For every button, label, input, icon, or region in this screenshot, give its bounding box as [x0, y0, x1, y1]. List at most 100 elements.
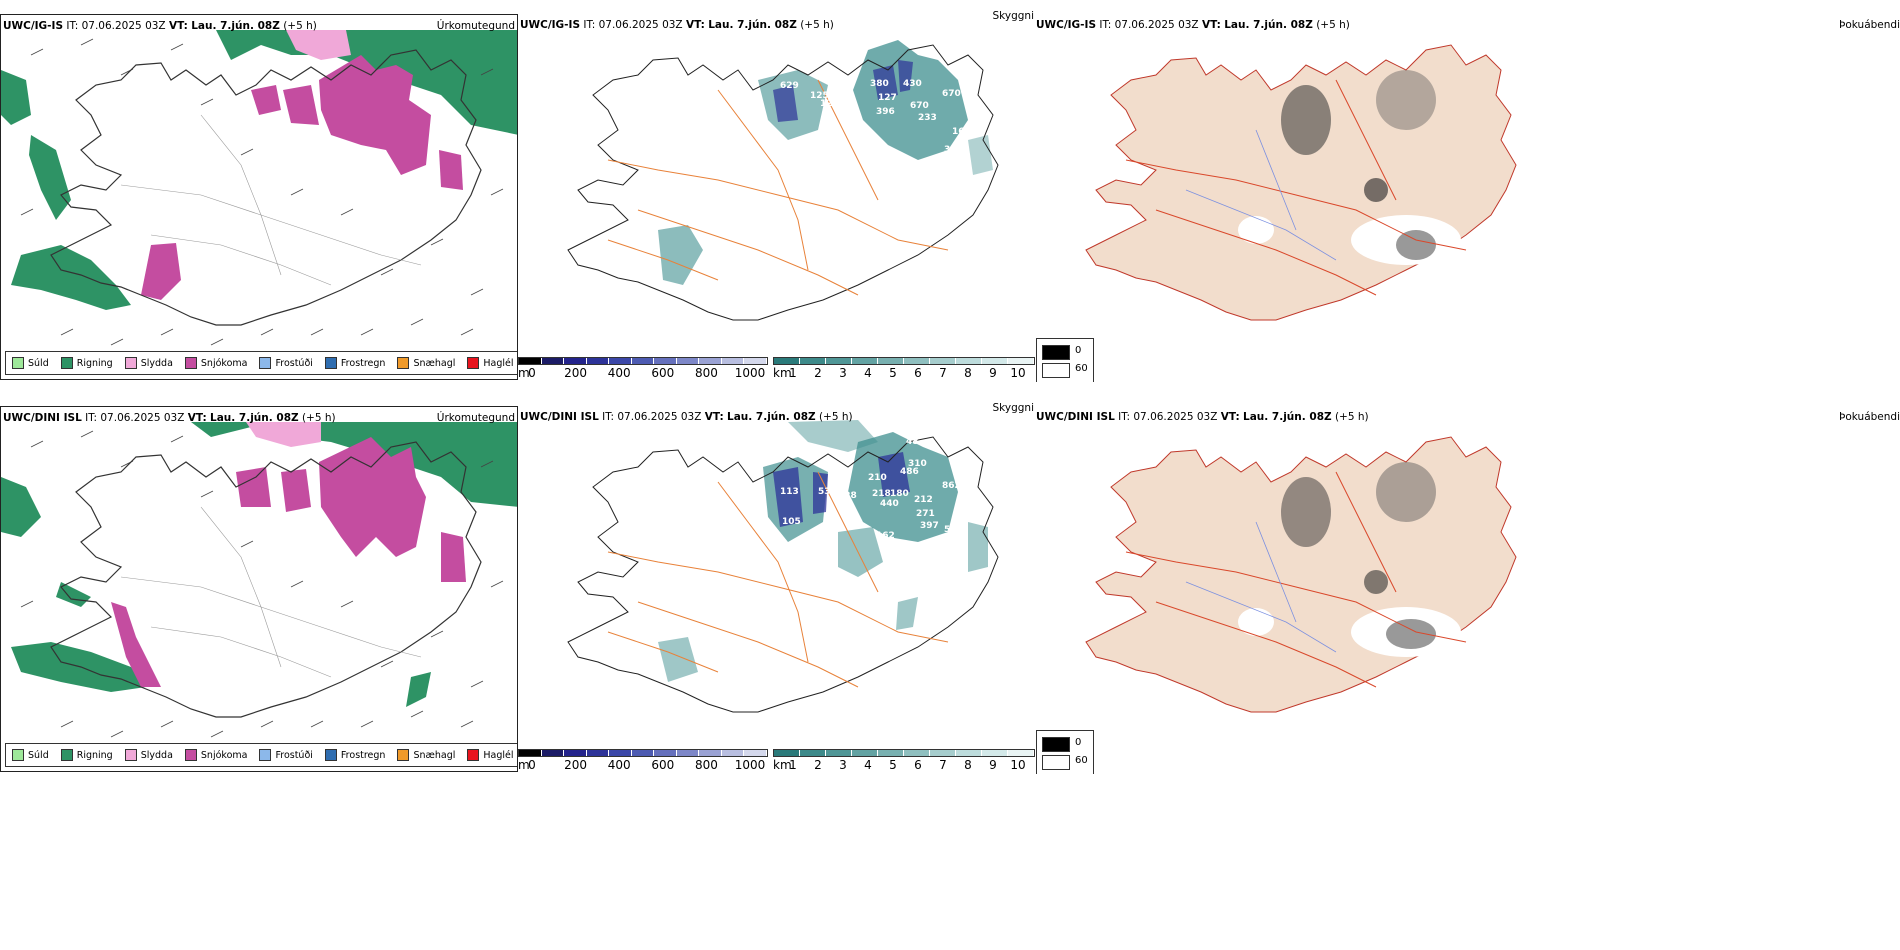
colorbar-tick-label: 0 [528, 366, 536, 380]
colorbar-bin [744, 358, 768, 364]
colorbar-bin [1008, 750, 1034, 756]
colorbar-tick-label: 600 [651, 758, 675, 772]
colorbar-bin [774, 358, 800, 364]
visibility-value-label: 254 [890, 547, 909, 557]
colorbar-tick-label: 5 [889, 758, 897, 772]
precip-type-legend: Súld Rigning Slydda Snjókoma Frostúði Frostre… [5, 743, 517, 767]
visibility-value-label: 180 [890, 489, 909, 499]
legend-swatch [184, 749, 197, 761]
fog-map[interactable] [1036, 10, 1556, 355]
fog-map[interactable] [1036, 402, 1556, 747]
colorbar-bin [676, 750, 700, 756]
visibility-map[interactable]: 48 310 113 536 210 218 180 486 862 105 128 440 212 27… [518, 402, 1036, 747]
panel-title: Þokuábendi [1839, 411, 1900, 423]
panel-title: Þokuábendi [1839, 19, 1900, 31]
colorbar-bin [956, 358, 982, 364]
legend-swatch [259, 749, 272, 761]
colorbar-bin [631, 750, 655, 756]
visibility-value-label: 129 [820, 99, 839, 109]
legend-item: Snjókoma [184, 357, 247, 369]
visibility-value-label: 380 [870, 79, 889, 89]
colorbar-bin [852, 750, 878, 756]
legend-item: Haglél [467, 357, 514, 369]
legend-label: Frostregn [340, 357, 386, 369]
fog-legend-swatch-black [1042, 345, 1070, 360]
visibility-value-label: 105 [782, 517, 801, 527]
colorbar-km: km 1 2 3 4 5 6 7 8 9 10 [773, 357, 1036, 381]
visibility-value-label: 212 [914, 495, 933, 505]
visibility-value-label: 125 [810, 91, 829, 101]
colorbar-tick-label: 7 [939, 758, 947, 772]
colorbar-bin [982, 358, 1008, 364]
colorbar-tick-label: 3 [839, 366, 847, 380]
visibility-value-label: 396 [876, 107, 895, 117]
legend-swatch [60, 749, 73, 761]
visibility-value-label: 233 [918, 113, 937, 123]
colorbar-bin [852, 358, 878, 364]
colorbar-bin [930, 750, 956, 756]
visibility-value-label: 113 [780, 487, 799, 497]
colorbar-bin [774, 750, 800, 756]
colorbar-tick-label: 800 [694, 758, 718, 772]
legend-swatch [467, 357, 480, 369]
precip-type-legend: Súld Rigning Slydda Snjókoma Frostúði Frostre… [5, 351, 517, 375]
legend-label: Rigning [76, 749, 113, 761]
visibility-value-label: 343 [944, 145, 963, 155]
visibility-value-label: 670 [942, 89, 961, 99]
legend-label: Frostúði [275, 749, 313, 761]
colorbar-tick-label: 9 [989, 758, 997, 772]
colorbar-tick-label: 400 [607, 758, 631, 772]
visibility-panel-dini: UWC/DINI ISL IT: 07.06.2025 03Z VT: Lau.… [518, 402, 1036, 774]
legend-swatch [124, 749, 137, 761]
visibility-value-label: 48 [906, 437, 919, 447]
colorbar-tick-label: 1 [789, 758, 797, 772]
colorbar-bin [676, 358, 700, 364]
colorbar-bin [519, 750, 542, 756]
colorbar-bin [800, 358, 826, 364]
colorbar-meters: m 0 200 400 600 800 1000 [518, 357, 768, 381]
colorbar-bin [878, 358, 904, 364]
legend-label: Haglél [483, 357, 514, 369]
legend-label: Snæhagl [413, 357, 456, 369]
precip-map[interactable] [1, 15, 518, 380]
legend-swatch [12, 749, 24, 761]
fog-legend-swatch-black [1042, 737, 1070, 752]
colorbar-tick-label: 0 [528, 758, 536, 772]
colorbar-tick-label: 4 [864, 366, 872, 380]
legend-item: Snæhagl [397, 749, 455, 761]
visibility-panel-igis: UWC/IG-IS IT: 07.06.2025 03Z VT: Lau. 7.… [518, 10, 1036, 382]
legend-swatch [324, 357, 337, 369]
colorbar-tick-label: 1000 [734, 366, 766, 380]
precip-map[interactable] [1, 407, 518, 772]
colorbar-bin [800, 750, 826, 756]
panel-header: UWC/IG-IS IT: 07.06.2025 03Z VT: Lau. 7.… [520, 19, 834, 31]
colorbar-bin [826, 358, 852, 364]
colorbar-bin [541, 750, 565, 756]
colorbar-bin [956, 750, 982, 756]
visibility-value-label: 310 [908, 459, 927, 469]
panel-header: UWC/IG-IS IT: 07.06.2025 03Z VT: Lau. 7.… [1036, 19, 1350, 31]
colorbar-tick-label: 7 [939, 366, 947, 380]
colorbar-tick-label: 6 [914, 758, 922, 772]
colorbar-bin [721, 750, 745, 756]
colorbar-bin [904, 750, 930, 756]
colorbar-bin [982, 750, 1008, 756]
colorbar-tick-label: 10 [1010, 758, 1026, 772]
fog-index-panel-dini: UWC/DINI ISL IT: 07.06.2025 03Z VT: Lau.… [1036, 402, 1900, 774]
visibility-value-label: 162 [876, 531, 895, 541]
legend-swatch [324, 749, 337, 761]
legend-label: Slydda [140, 357, 173, 369]
panel-header: UWC/DINI ISL IT: 07.06.2025 03Z VT: Lau.… [520, 411, 853, 423]
legend-item: Rigning [60, 749, 113, 761]
visibility-value-label: 540 [944, 525, 963, 535]
colorbar-bin [654, 358, 677, 364]
colorbar-bin [586, 358, 610, 364]
colorbar-bin [1008, 358, 1034, 364]
colorbar-bin [699, 750, 722, 756]
panel-header: UWC/IG-IS IT: 07.06.2025 03Z VT: Lau. 7.… [3, 20, 317, 32]
colorbar-tick-label: 3 [839, 758, 847, 772]
legend-label: Rigning [76, 357, 113, 369]
colorbar-tick-label: 400 [607, 366, 631, 380]
colorbar-tick-label: 1 [789, 366, 797, 380]
